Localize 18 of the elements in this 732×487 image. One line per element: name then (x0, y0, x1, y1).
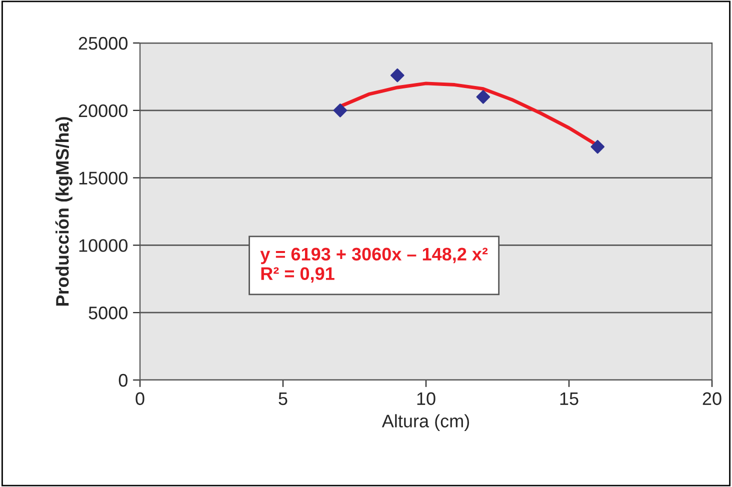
point (333, 103, 348, 118)
x-axis-title: Altura (cm) (382, 414, 470, 432)
point (476, 90, 490, 104)
point (590, 140, 605, 154)
y-tick-label: 25000 (78, 36, 128, 50)
point (390, 68, 404, 82)
y-tick-label: 15000 (79, 172, 128, 185)
y-tick-label: 5000 (88, 306, 128, 320)
y-tick-label: 10000 (79, 239, 128, 252)
y-tick-label: 20000 (78, 104, 128, 118)
annotation: y = 6193 + 3060x – 148,2 x² R² = 0,91 (260, 248, 488, 283)
x-tick-label: 0 (136, 392, 144, 406)
x-tick-label: 20 (702, 392, 722, 406)
x-tick-label: 15 (560, 392, 578, 406)
y-axis-title: Producción (kgMS/ha) (55, 117, 72, 306)
x-tick-label: 5 (278, 392, 288, 406)
y-tick-label: 0 (118, 374, 128, 387)
x-tick-label: 10 (417, 392, 436, 406)
